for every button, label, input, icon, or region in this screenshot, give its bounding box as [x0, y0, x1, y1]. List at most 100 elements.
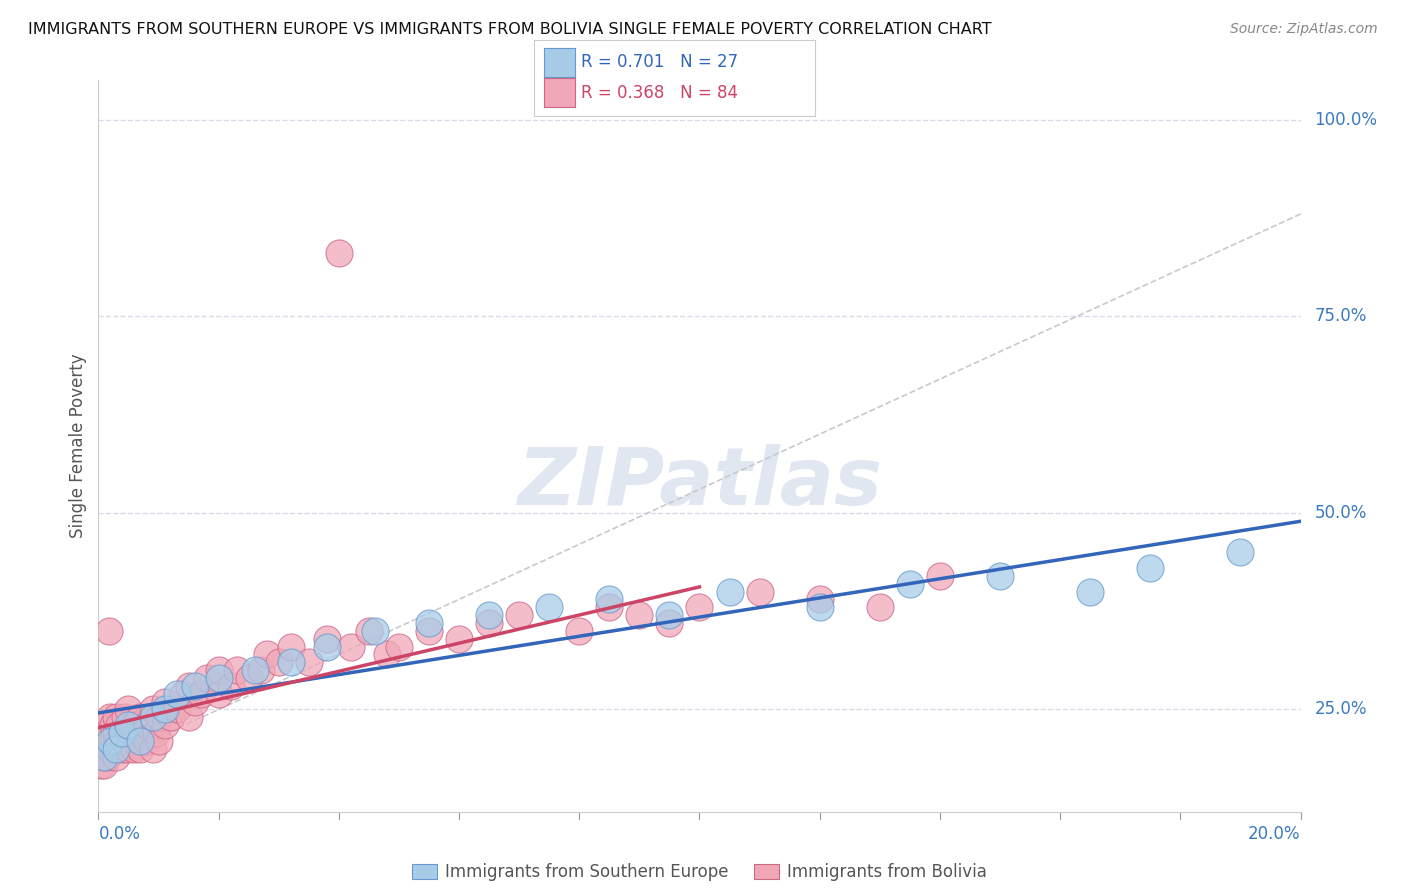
Point	[808, 592, 831, 607]
Point	[568, 624, 591, 638]
Point	[1229, 545, 1251, 559]
Point	[129, 734, 152, 748]
Point	[108, 718, 131, 732]
Point	[225, 663, 247, 677]
Point	[135, 734, 157, 748]
Point	[256, 648, 278, 662]
Point	[748, 584, 770, 599]
Point	[148, 710, 170, 724]
Point	[718, 584, 741, 599]
Text: 20.0%: 20.0%	[1249, 825, 1301, 843]
Point	[105, 710, 128, 724]
Point	[628, 608, 651, 623]
Point	[598, 592, 620, 607]
Point	[929, 568, 952, 582]
Point	[183, 679, 205, 693]
Text: IMMIGRANTS FROM SOUTHERN EUROPE VS IMMIGRANTS FROM BOLIVIA SINGLE FEMALE POVERTY: IMMIGRANTS FROM SOUTHERN EUROPE VS IMMIG…	[28, 22, 991, 37]
Point	[148, 734, 170, 748]
Point	[190, 687, 212, 701]
Point	[658, 615, 681, 630]
Point	[97, 624, 120, 638]
Point	[100, 710, 122, 724]
Point	[315, 632, 337, 646]
Point	[91, 749, 114, 764]
Point	[598, 600, 620, 615]
Point	[100, 741, 122, 756]
Point	[112, 734, 135, 748]
Text: Source: ZipAtlas.com: Source: ZipAtlas.com	[1230, 22, 1378, 37]
Point	[107, 734, 129, 748]
Point	[91, 734, 114, 748]
Point	[96, 726, 118, 740]
Point	[105, 741, 128, 756]
Point	[159, 710, 181, 724]
Point	[93, 757, 115, 772]
Text: 75.0%: 75.0%	[1315, 307, 1367, 326]
Point	[447, 632, 470, 646]
Text: 0.0%: 0.0%	[98, 825, 141, 843]
Point	[1139, 561, 1161, 575]
Point	[1078, 584, 1101, 599]
Point	[328, 246, 350, 260]
Point	[132, 726, 155, 740]
Point	[145, 726, 167, 740]
Point	[208, 671, 231, 685]
Point	[129, 741, 152, 756]
Point	[688, 600, 710, 615]
Point	[141, 710, 163, 724]
Point	[357, 624, 380, 638]
Point	[91, 741, 114, 756]
Point	[243, 663, 266, 677]
Point	[96, 718, 118, 732]
Point	[898, 576, 921, 591]
Point	[93, 749, 115, 764]
Point	[340, 640, 363, 654]
Point	[183, 695, 205, 709]
Point	[267, 655, 290, 669]
Point	[375, 648, 398, 662]
Point	[172, 687, 194, 701]
Point	[177, 710, 200, 724]
Point	[208, 687, 231, 701]
Point	[153, 718, 176, 732]
Y-axis label: Single Female Poverty: Single Female Poverty	[69, 354, 87, 538]
Text: R = 0.368   N = 84: R = 0.368 N = 84	[581, 84, 738, 102]
Point	[364, 624, 387, 638]
Point	[166, 687, 188, 701]
Point	[90, 741, 112, 756]
Point	[121, 734, 143, 748]
Point	[418, 615, 440, 630]
Point	[238, 671, 260, 685]
Point	[111, 741, 134, 756]
Point	[90, 757, 112, 772]
Point	[418, 624, 440, 638]
Point	[124, 718, 146, 732]
Point	[166, 702, 188, 716]
Point	[96, 749, 118, 764]
Point	[124, 741, 146, 756]
Point	[89, 749, 111, 764]
Point	[105, 726, 128, 740]
Point	[219, 679, 242, 693]
Point	[100, 734, 122, 748]
Text: R = 0.701   N = 27: R = 0.701 N = 27	[581, 54, 738, 71]
Point	[103, 718, 125, 732]
Point	[153, 695, 176, 709]
Point	[100, 734, 122, 748]
Point	[117, 741, 139, 756]
Point	[177, 679, 200, 693]
Point	[208, 663, 231, 677]
Point	[135, 718, 157, 732]
Point	[94, 734, 117, 748]
Point	[105, 749, 128, 764]
Point	[153, 702, 176, 716]
Point	[114, 710, 136, 724]
Point	[249, 663, 271, 677]
Point	[658, 608, 681, 623]
Point	[117, 726, 139, 740]
Point	[298, 655, 321, 669]
Point	[100, 726, 122, 740]
Point	[141, 702, 163, 716]
Point	[93, 726, 115, 740]
Point	[508, 608, 530, 623]
